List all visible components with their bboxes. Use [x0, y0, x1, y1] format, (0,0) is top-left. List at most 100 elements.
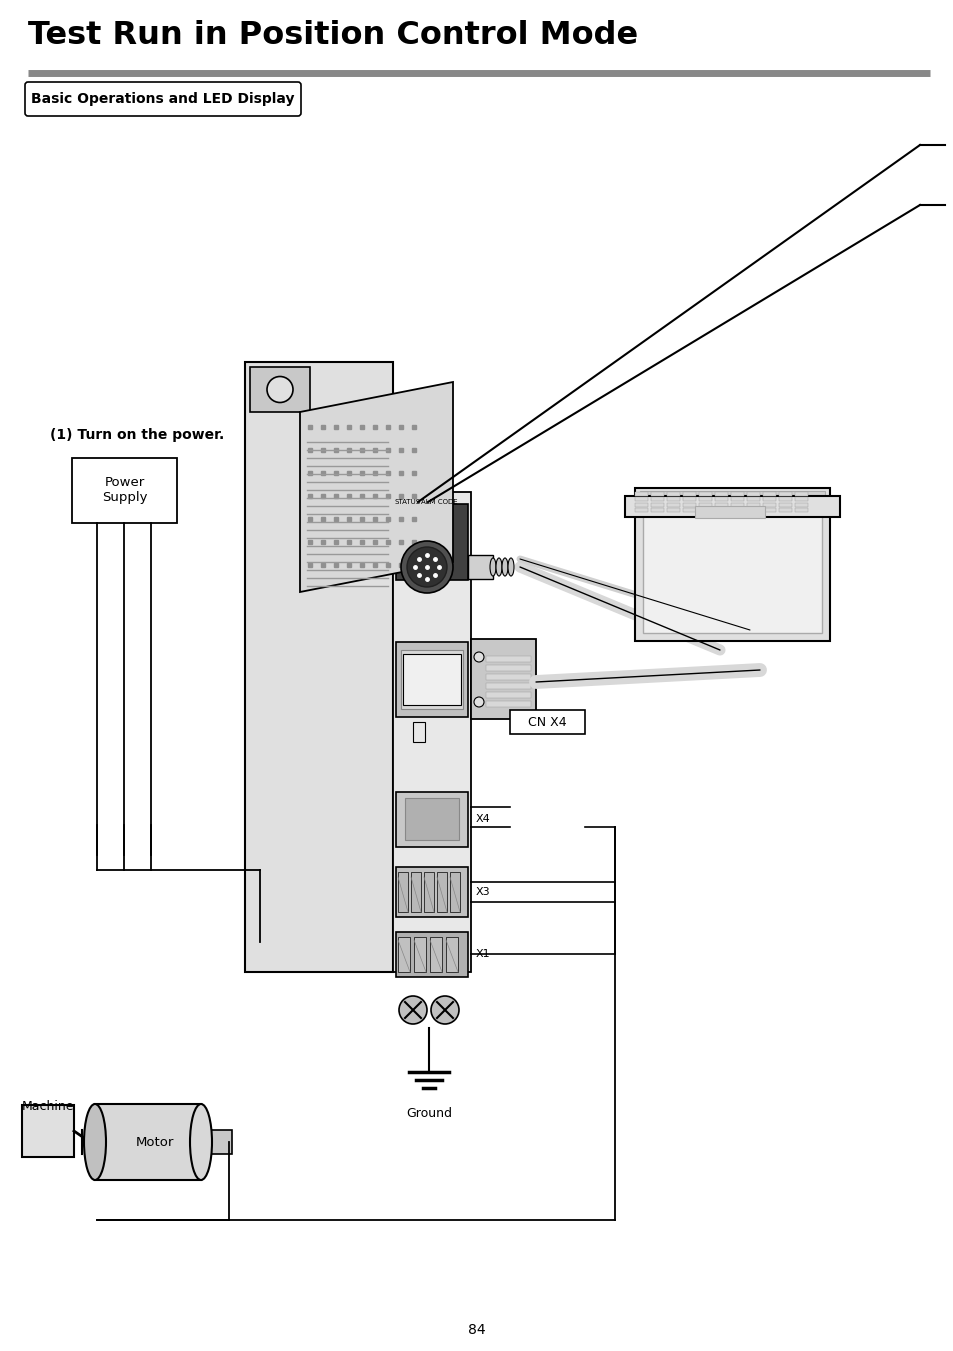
Bar [471, 639, 536, 719]
Text: STATUS: STATUS [395, 499, 420, 505]
Circle shape [400, 540, 453, 593]
Text: CN X4: CN X4 [528, 716, 566, 728]
Text: X4: X4 [476, 815, 490, 824]
Bar [642, 496, 821, 634]
Bar [730, 508, 743, 512]
Bar [210, 1129, 232, 1154]
Bar [22, 1105, 74, 1156]
Bar [666, 503, 679, 507]
Ellipse shape [507, 558, 514, 576]
Bar [779, 492, 791, 496]
Bar [71, 458, 177, 523]
Bar [411, 871, 420, 912]
Bar [402, 654, 460, 705]
Bar [714, 508, 727, 512]
Ellipse shape [190, 1104, 212, 1179]
Bar [95, 1104, 201, 1179]
Ellipse shape [501, 558, 507, 576]
Bar [430, 938, 441, 971]
Bar [762, 492, 775, 496]
Bar [250, 367, 310, 412]
Bar [485, 674, 531, 680]
Bar [714, 492, 727, 496]
Bar [714, 503, 727, 507]
Bar [446, 938, 457, 971]
Text: ALM CODE: ALM CODE [420, 499, 457, 505]
Bar [397, 938, 410, 971]
Bar [485, 657, 531, 662]
Bar [650, 497, 663, 501]
Bar [393, 492, 471, 971]
Circle shape [474, 697, 483, 707]
Bar [395, 792, 468, 847]
Text: Machine: Machine [22, 1100, 74, 1113]
Bar [635, 488, 829, 640]
Bar [746, 508, 760, 512]
Bar [762, 503, 775, 507]
Bar [682, 508, 696, 512]
Text: Test Run in Position Control Mode: Test Run in Position Control Mode [28, 20, 638, 51]
Text: 84: 84 [468, 1323, 485, 1337]
Bar [682, 492, 696, 496]
Text: Basic Operations and LED Display: Basic Operations and LED Display [31, 92, 294, 105]
Circle shape [407, 547, 447, 586]
Bar [395, 642, 468, 717]
Bar [414, 938, 426, 971]
Bar [635, 508, 647, 512]
Circle shape [474, 653, 483, 662]
Text: X3: X3 [476, 888, 490, 897]
Bar [666, 492, 679, 496]
Bar [666, 497, 679, 501]
Bar [682, 497, 696, 501]
Bar [699, 503, 711, 507]
Bar [746, 497, 760, 501]
Bar [415, 499, 418, 505]
Ellipse shape [496, 558, 501, 576]
Bar [635, 492, 647, 496]
Bar [397, 871, 408, 912]
Bar [485, 684, 531, 689]
Bar [400, 650, 462, 709]
Bar [695, 507, 764, 517]
Bar [794, 492, 807, 496]
Circle shape [267, 377, 293, 403]
Text: Motor: Motor [135, 1135, 174, 1148]
Bar [395, 504, 468, 580]
Bar [730, 492, 743, 496]
Bar [762, 508, 775, 512]
Bar [794, 497, 807, 501]
Bar [420, 499, 424, 505]
Ellipse shape [490, 558, 496, 576]
Circle shape [431, 996, 458, 1024]
Bar [468, 555, 493, 580]
Text: Ground: Ground [406, 1106, 452, 1120]
Bar [635, 497, 647, 501]
Bar [510, 711, 584, 734]
Bar [699, 497, 711, 501]
Bar [395, 867, 468, 917]
Bar [779, 508, 791, 512]
Bar [666, 508, 679, 512]
Bar [794, 503, 807, 507]
Text: (1) Turn on the power.: (1) Turn on the power. [50, 428, 224, 442]
Bar [779, 503, 791, 507]
Bar [682, 503, 696, 507]
Bar [650, 508, 663, 512]
Bar [624, 496, 840, 517]
Bar [395, 932, 468, 977]
Bar [779, 497, 791, 501]
Bar [413, 721, 424, 742]
Ellipse shape [84, 1104, 106, 1179]
Bar [699, 492, 711, 496]
Bar [794, 508, 807, 512]
Text: Power
Supply: Power Supply [102, 477, 147, 504]
Bar [650, 503, 663, 507]
Bar [730, 497, 743, 501]
Bar [762, 497, 775, 501]
Bar [635, 503, 647, 507]
FancyBboxPatch shape [25, 82, 301, 116]
Bar [245, 362, 393, 971]
Circle shape [398, 996, 427, 1024]
Bar [485, 701, 531, 707]
Bar [485, 692, 531, 698]
